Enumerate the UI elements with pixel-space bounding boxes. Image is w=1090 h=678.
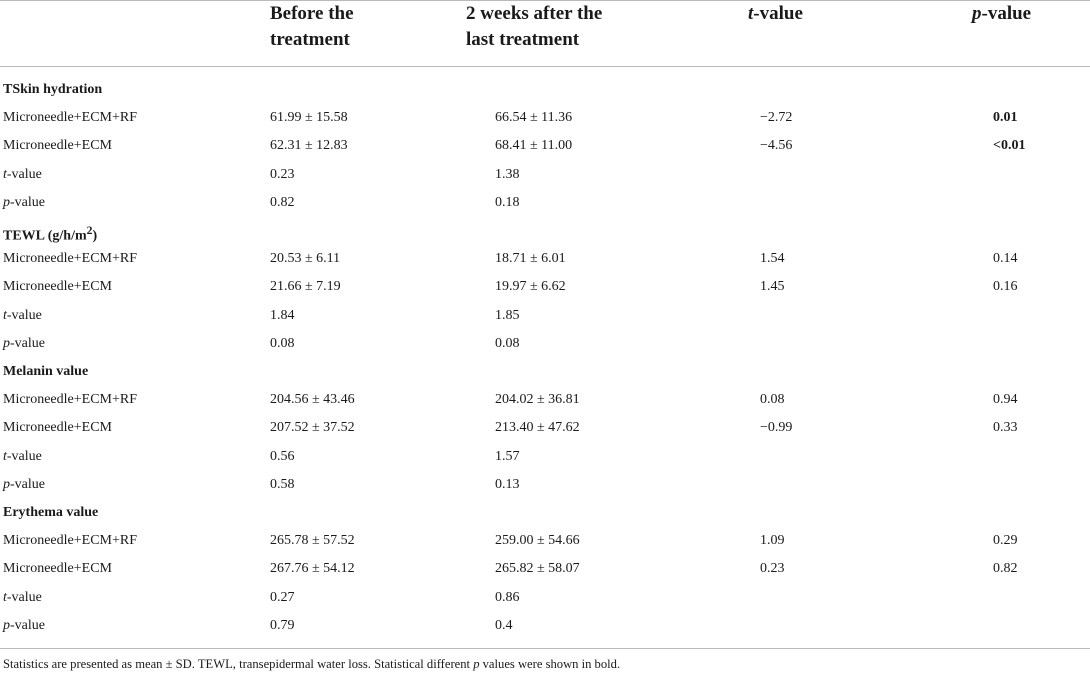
before-treatment-cell: 0.82 [270, 195, 295, 210]
t-value-cell: 1.45 [760, 279, 785, 294]
header-after-treatment: 2 weeks after the last treatment [466, 3, 603, 50]
header-p-value: p-value [972, 3, 1032, 24]
after-treatment-cell: 204.02 ± 36.81 [495, 392, 580, 407]
p-value-cell: 0.33 [993, 420, 1018, 435]
table-top-rule [0, 0, 1090, 1]
before-treatment-cell: 204.56 ± 43.46 [270, 392, 355, 407]
row-label: Microneedle+ECM [3, 420, 112, 435]
before-treatment-cell: 0.56 [270, 449, 295, 464]
row-label: p-value [3, 195, 45, 210]
t-value-cell: 0.08 [760, 392, 785, 407]
table-bottom-rule [0, 648, 1090, 649]
after-treatment-cell: 0.08 [495, 336, 520, 351]
before-treatment-cell: 0.79 [270, 618, 295, 633]
p-value-cell: 0.82 [993, 561, 1018, 576]
header-before-treatment: Before the treatment [270, 3, 354, 50]
row-label: t-value [3, 167, 42, 182]
row-label: p-value [3, 477, 45, 492]
p-value-cell: 0.94 [993, 392, 1018, 407]
after-treatment-cell: 1.85 [495, 308, 520, 323]
header-t-value: t-value [748, 3, 803, 24]
t-value-cell: −2.72 [760, 110, 793, 125]
before-treatment-cell: 0.58 [270, 477, 295, 492]
after-treatment-cell: 213.40 ± 47.62 [495, 420, 580, 435]
row-label: Microneedle+ECM+RF [3, 251, 137, 266]
p-value-cell: <0.01 [993, 138, 1026, 153]
row-label: Microneedle+ECM+RF [3, 533, 137, 548]
row-label: p-value [3, 336, 45, 351]
t-value-cell: 1.54 [760, 251, 785, 266]
before-treatment-cell: 61.99 ± 15.58 [270, 110, 348, 125]
after-treatment-cell: 68.41 ± 11.00 [495, 138, 573, 153]
row-label: t-value [3, 590, 42, 605]
after-treatment-cell: 1.38 [495, 167, 520, 182]
after-treatment-cell: 0.86 [495, 590, 520, 605]
t-value-cell: 1.09 [760, 533, 785, 548]
after-treatment-cell: 19.97 ± 6.62 [495, 279, 566, 294]
p-value-cell: 0.01 [993, 110, 1018, 125]
header-rule [0, 66, 1090, 67]
after-treatment-cell: 0.13 [495, 477, 520, 492]
before-treatment-cell: 267.76 ± 54.12 [270, 561, 355, 576]
section-title: TSkin hydration [3, 82, 103, 97]
after-treatment-cell: 259.00 ± 54.66 [495, 533, 580, 548]
section-title: Melanin value [3, 364, 89, 379]
before-treatment-cell: 0.08 [270, 336, 295, 351]
row-label: p-value [3, 618, 45, 633]
row-label: Microneedle+ECM+RF [3, 392, 137, 407]
row-label: t-value [3, 308, 42, 323]
after-treatment-cell: 1.57 [495, 449, 520, 464]
row-label: Microneedle+ECM [3, 561, 112, 576]
before-treatment-cell: 1.84 [270, 308, 295, 323]
p-value-cell: 0.29 [993, 533, 1018, 548]
after-treatment-cell: 18.71 ± 6.01 [495, 251, 566, 266]
after-treatment-cell: 265.82 ± 58.07 [495, 561, 580, 576]
section-title: TEWL (g/h/m2) [3, 224, 98, 244]
row-label: t-value [3, 449, 42, 464]
after-treatment-cell: 66.54 ± 11.36 [495, 110, 573, 125]
t-value-cell: −0.99 [760, 420, 793, 435]
section-title: Erythema value [3, 505, 99, 520]
before-treatment-cell: 265.78 ± 57.52 [270, 533, 355, 548]
before-treatment-cell: 207.52 ± 37.52 [270, 420, 355, 435]
before-treatment-cell: 0.27 [270, 590, 295, 605]
before-treatment-cell: 0.23 [270, 167, 295, 182]
t-value-cell: 0.23 [760, 561, 785, 576]
row-label: Microneedle+ECM [3, 279, 112, 294]
table-footnote: Statistics are presented as mean ± SD. T… [3, 657, 621, 671]
after-treatment-cell: 0.4 [495, 618, 513, 633]
t-value-cell: −4.56 [760, 138, 793, 153]
row-label: Microneedle+ECM+RF [3, 110, 137, 125]
p-value-cell: 0.16 [993, 279, 1018, 294]
before-treatment-cell: 20.53 ± 6.11 [270, 251, 341, 266]
after-treatment-cell: 0.18 [495, 195, 520, 210]
before-treatment-cell: 62.31 ± 12.83 [270, 138, 348, 153]
row-label: Microneedle+ECM [3, 138, 112, 153]
p-value-cell: 0.14 [993, 251, 1018, 266]
before-treatment-cell: 21.66 ± 7.19 [270, 279, 341, 294]
